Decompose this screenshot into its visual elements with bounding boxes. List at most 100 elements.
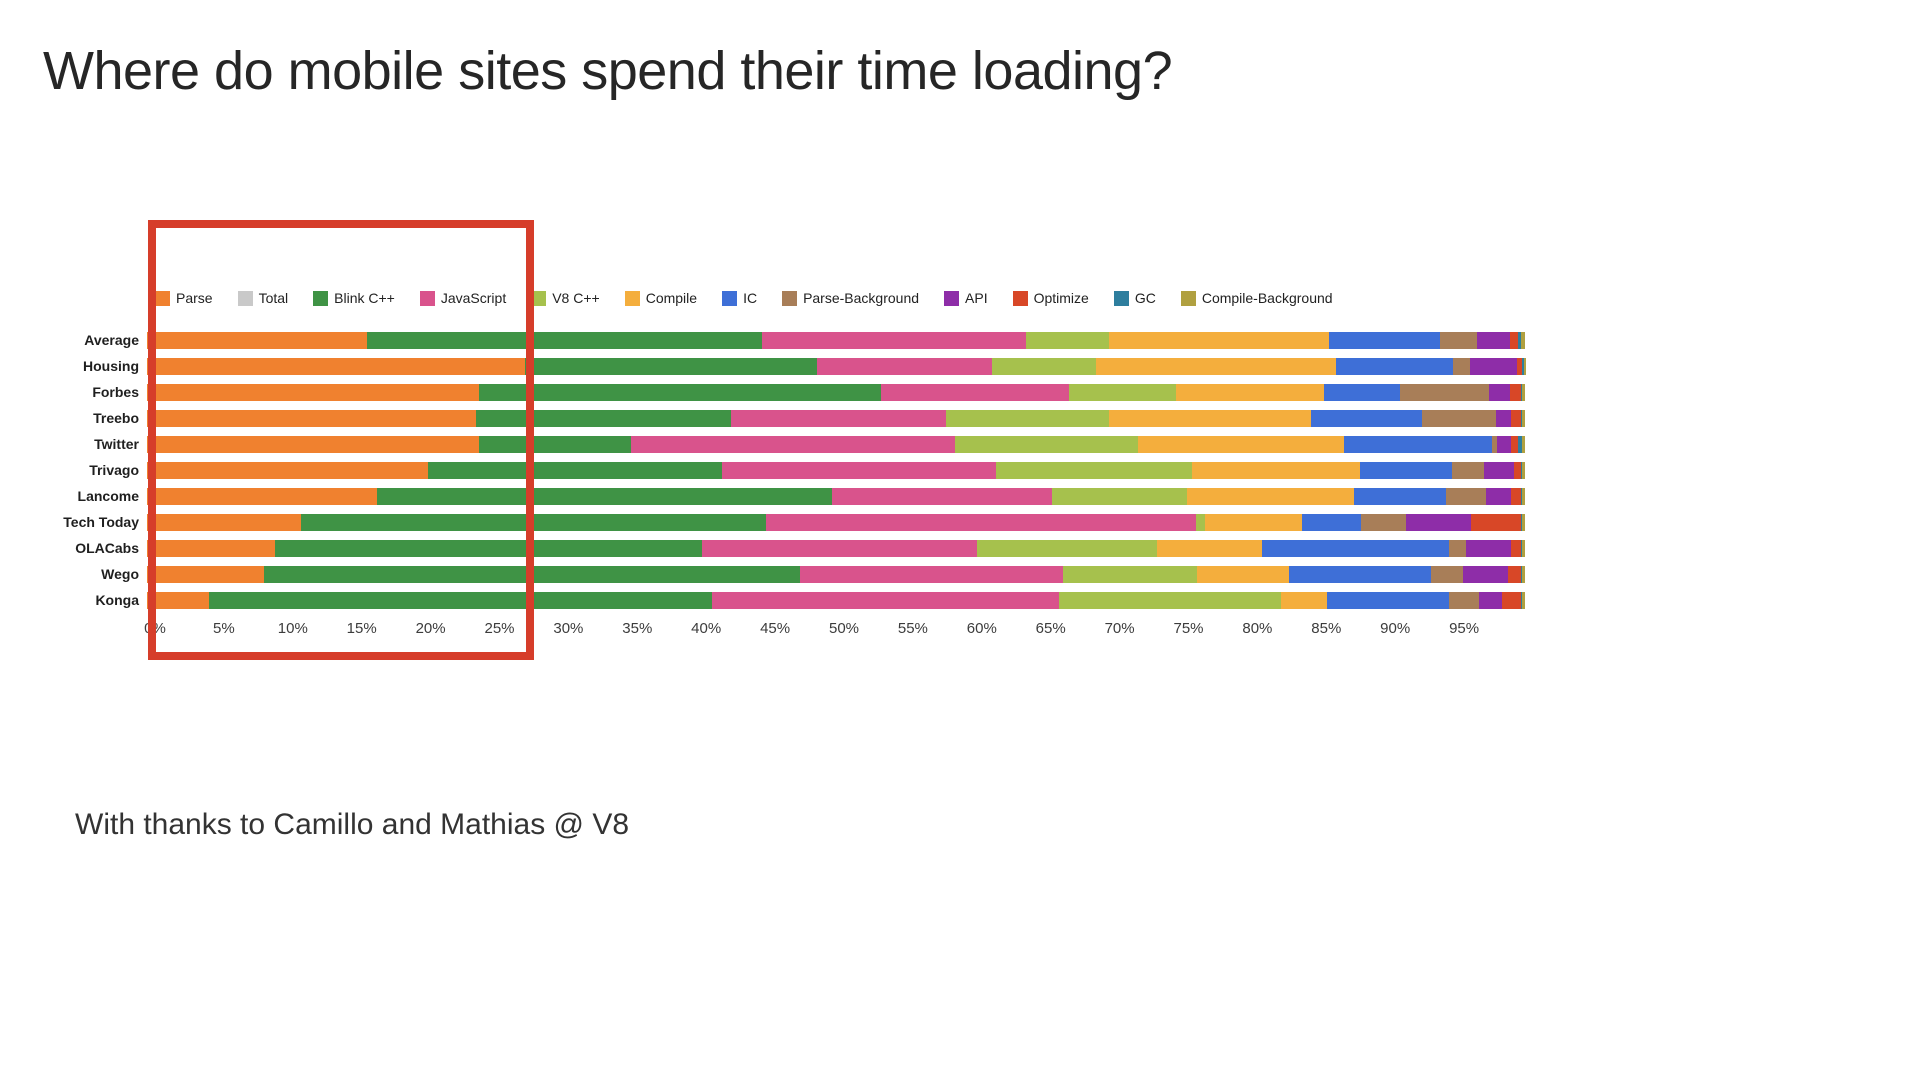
bar-segment-parse [147, 539, 276, 557]
bar-segment-gc [1522, 357, 1524, 375]
x-axis-tick: 0% [144, 620, 166, 637]
legend-label: Total [258, 290, 289, 306]
chart-row-treebo: Treebo [0, 405, 1533, 431]
bar-segment-compile [1137, 435, 1345, 453]
bar-segment-optimize [1516, 357, 1523, 375]
chart-row-forbes: Forbes [0, 379, 1533, 405]
row-label: Lancome [77, 488, 139, 504]
legend-item-optimize: Optimize [1012, 290, 1089, 306]
bar-segment-v8-c [1063, 565, 1197, 583]
bar-segment-optimize [1508, 565, 1521, 583]
bar-segment-gc [1520, 591, 1523, 609]
bar-segment-gc [1520, 461, 1523, 479]
x-axis-tick: 90% [1380, 620, 1411, 637]
bar-segment-parse [147, 461, 429, 479]
bar-segment-javascript [761, 331, 1027, 349]
bar-segment-parse-background [1360, 513, 1407, 531]
x-axis-tick: 55% [897, 620, 928, 637]
legend-swatch-icon [155, 290, 170, 306]
bar-segment-v8-c [995, 461, 1192, 479]
legend-label: Blink C++ [334, 290, 395, 306]
bar-segment-gc [1520, 513, 1523, 531]
bar-segment-compile [1108, 409, 1312, 427]
stacked-bar [147, 435, 1525, 453]
bar-segment-optimize [1509, 383, 1521, 401]
x-axis-tick: 95% [1449, 620, 1480, 637]
bar-segment-compile-background [1520, 331, 1525, 349]
stacked-bar [147, 409, 1525, 427]
bar-segment-javascript [702, 539, 977, 557]
legend-item-total: Total [237, 290, 289, 306]
x-axis-tick: 45% [760, 620, 791, 637]
x-axis-tick: 15% [346, 620, 377, 637]
bar-segment-api [1476, 331, 1510, 349]
bar-segment-v8-c [946, 409, 1109, 427]
bar-segment-v8-c [991, 357, 1097, 375]
bar-segment-api [1497, 435, 1512, 453]
legend-swatch-icon [1012, 290, 1028, 306]
chart-plot: Average Housing Forbes Treebo Twitter Trivago… [0, 327, 1533, 613]
legend-swatch-icon [1180, 290, 1196, 306]
bar-segment-api [1465, 539, 1512, 557]
bar-segment-javascript [816, 357, 992, 375]
stacked-bar [147, 591, 1525, 609]
row-label: Average [84, 332, 139, 348]
stacked-bar [147, 565, 1525, 583]
bar-segment-compile [1176, 383, 1324, 401]
bar-segment-ic [1311, 409, 1422, 427]
bar-segment-api [1406, 513, 1472, 531]
bar-segment-parse [147, 591, 209, 609]
legend-item-ic: IC [722, 290, 757, 306]
bar-segment-compile [1197, 565, 1290, 583]
x-axis-tick: 35% [622, 620, 653, 637]
bar-segment-v8-c [1052, 487, 1188, 505]
bar-segment-parse [147, 331, 368, 349]
stacked-bar [147, 357, 1527, 375]
bar-segment-parse-background [1421, 409, 1496, 427]
bar-segment-parse [147, 487, 378, 505]
bar-segment-compile-background [1522, 409, 1525, 427]
bar-segment-blink-c [428, 461, 722, 479]
bar-segment-blink-c [275, 539, 703, 557]
bar-segment-parse [147, 513, 302, 531]
bar-segment-parse-background [1491, 435, 1498, 453]
bar-segment-compile [1096, 357, 1337, 375]
stacked-bar [147, 331, 1525, 349]
bar-segment-ic [1336, 357, 1454, 375]
row-label: Tech Today [63, 514, 139, 530]
bar-segment-ic [1289, 565, 1432, 583]
bar-segment-compile-background [1522, 383, 1525, 401]
bar-segment-api [1483, 461, 1514, 479]
legend-swatch-icon [944, 290, 960, 306]
bar-segment-optimize [1511, 539, 1521, 557]
bar-segment-gc [1518, 435, 1523, 453]
x-axis-tick: 30% [553, 620, 584, 637]
chart-row-konga: Konga [0, 587, 1533, 613]
bar-segment-v8-c [1026, 331, 1109, 349]
page-title: Where do mobile sites spend their time l… [43, 41, 1173, 101]
bar-segment-parse-background [1451, 461, 1484, 479]
legend-swatch-icon [313, 290, 329, 306]
x-axis-tick: 70% [1104, 620, 1135, 637]
bar-segment-ic [1326, 591, 1450, 609]
chart-row-olacabs: OLACabs [0, 535, 1533, 561]
bar-segment-compile [1205, 513, 1302, 531]
bar-segment-blink-c [476, 409, 732, 427]
stacked-bar [147, 383, 1525, 401]
row-label: Wego [101, 566, 139, 582]
bar-segment-ic [1261, 539, 1450, 557]
legend-item-parse: Parse [155, 290, 213, 306]
bar-segment-blink-c [377, 487, 832, 505]
bar-segment-optimize [1513, 461, 1521, 479]
bar-segment-javascript [731, 409, 947, 427]
bar-segment-api [1489, 383, 1510, 401]
chart-row-twitter: Twitter [0, 431, 1533, 457]
x-axis-tick: 50% [828, 620, 860, 637]
bar-segment-gc [1520, 539, 1523, 557]
bar-segment-api [1496, 409, 1512, 427]
x-axis-tick: 75% [1173, 620, 1204, 637]
legend-item-javascript: JavaScript [419, 290, 506, 306]
chart-row-lancome: Lancome [0, 483, 1533, 509]
x-axis: 0% 5% 10% 15% 20% 25% 30% 35% 40% 45% 50% 55% 60% 65%… [144, 620, 1533, 642]
bar-segment-ic [1323, 383, 1400, 401]
